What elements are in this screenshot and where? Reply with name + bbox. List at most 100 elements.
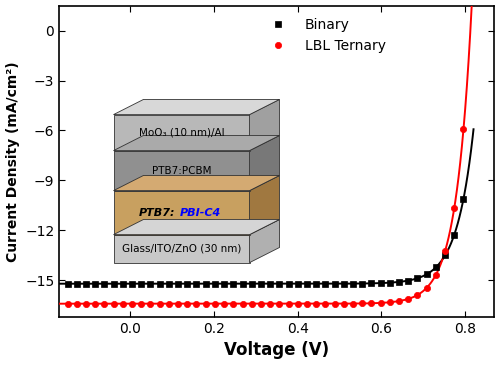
LBL Ternary — [276, 301, 282, 306]
Polygon shape — [114, 115, 250, 151]
LBL Ternary — [138, 301, 144, 306]
Binary — [138, 281, 144, 286]
LBL Ternary — [460, 127, 466, 131]
LBL Ternary — [322, 301, 328, 306]
Binary — [120, 281, 126, 286]
Binary — [433, 265, 439, 270]
Polygon shape — [250, 99, 280, 151]
Line: LBL Ternary: LBL Ternary — [64, 126, 466, 307]
Binary — [221, 281, 227, 286]
LBL Ternary — [414, 293, 420, 297]
LBL Ternary — [313, 301, 319, 306]
LBL Ternary — [202, 301, 208, 306]
LBL Ternary — [332, 301, 338, 306]
LBL Ternary — [405, 297, 411, 301]
LBL Ternary — [110, 301, 116, 306]
Binary — [212, 281, 218, 286]
Line: Binary: Binary — [64, 196, 466, 287]
Binary — [396, 280, 402, 284]
Binary — [341, 281, 347, 286]
LBL Ternary — [368, 301, 374, 306]
Binary — [175, 281, 181, 286]
LBL Ternary — [295, 301, 301, 306]
LBL Ternary — [258, 301, 264, 306]
Binary — [442, 253, 448, 258]
LBL Ternary — [433, 273, 439, 277]
Binary — [322, 281, 328, 286]
LBL Ternary — [341, 301, 347, 306]
LBL Ternary — [452, 206, 458, 210]
Binary — [240, 281, 246, 286]
Binary — [295, 281, 301, 286]
Binary — [194, 281, 200, 286]
Binary — [64, 281, 70, 286]
LBL Ternary — [92, 301, 98, 306]
Polygon shape — [114, 219, 280, 235]
LBL Ternary — [212, 301, 218, 306]
LBL Ternary — [442, 249, 448, 253]
Binary — [267, 281, 273, 286]
LBL Ternary — [221, 301, 227, 306]
LBL Ternary — [156, 301, 162, 306]
Binary — [452, 233, 458, 237]
LBL Ternary — [166, 301, 172, 306]
Polygon shape — [114, 151, 250, 191]
Text: PTB7:PCBM: PTB7:PCBM — [152, 166, 211, 176]
Binary — [148, 281, 154, 286]
LBL Ternary — [378, 301, 384, 305]
LBL Ternary — [304, 301, 310, 306]
Text: Glass/ITO/ZnO (30 nm): Glass/ITO/ZnO (30 nm) — [122, 244, 241, 254]
LBL Ternary — [267, 301, 273, 306]
LBL Ternary — [396, 299, 402, 303]
Binary — [230, 281, 236, 286]
Text: PTB7:: PTB7: — [139, 208, 175, 218]
LBL Ternary — [120, 301, 126, 306]
Binary — [286, 281, 292, 286]
Polygon shape — [114, 191, 250, 235]
Binary — [313, 281, 319, 286]
Binary — [184, 281, 190, 286]
Binary — [350, 281, 356, 286]
LBL Ternary — [148, 301, 154, 306]
Binary — [424, 272, 430, 276]
Binary — [332, 281, 338, 286]
Binary — [378, 281, 384, 285]
X-axis label: Voltage (V): Voltage (V) — [224, 341, 330, 360]
Binary — [102, 281, 107, 286]
Binary — [92, 281, 98, 286]
LBL Ternary — [175, 301, 181, 306]
LBL Ternary — [387, 300, 393, 304]
Binary — [110, 281, 116, 286]
Binary — [129, 281, 135, 286]
Text: MoO₃ (10 nm)/Al: MoO₃ (10 nm)/Al — [138, 128, 224, 138]
LBL Ternary — [350, 301, 356, 306]
Polygon shape — [250, 219, 280, 263]
Polygon shape — [114, 135, 280, 151]
Binary — [405, 278, 411, 283]
Polygon shape — [250, 176, 280, 235]
LBL Ternary — [230, 301, 236, 306]
Polygon shape — [114, 176, 280, 191]
Polygon shape — [250, 135, 280, 191]
Binary — [74, 281, 80, 286]
Binary — [83, 281, 89, 286]
Binary — [304, 281, 310, 286]
Polygon shape — [114, 99, 280, 115]
Binary — [460, 197, 466, 201]
LBL Ternary — [129, 301, 135, 306]
Binary — [202, 281, 208, 286]
LBL Ternary — [194, 301, 200, 306]
LBL Ternary — [424, 286, 430, 290]
Legend: Binary, LBL Ternary: Binary, LBL Ternary — [258, 12, 392, 58]
Binary — [166, 281, 172, 286]
LBL Ternary — [74, 301, 80, 306]
Binary — [368, 281, 374, 285]
LBL Ternary — [184, 301, 190, 306]
LBL Ternary — [240, 301, 246, 306]
Binary — [414, 276, 420, 280]
LBL Ternary — [83, 301, 89, 306]
LBL Ternary — [102, 301, 107, 306]
Binary — [387, 280, 393, 285]
Binary — [258, 281, 264, 286]
Binary — [156, 281, 162, 286]
